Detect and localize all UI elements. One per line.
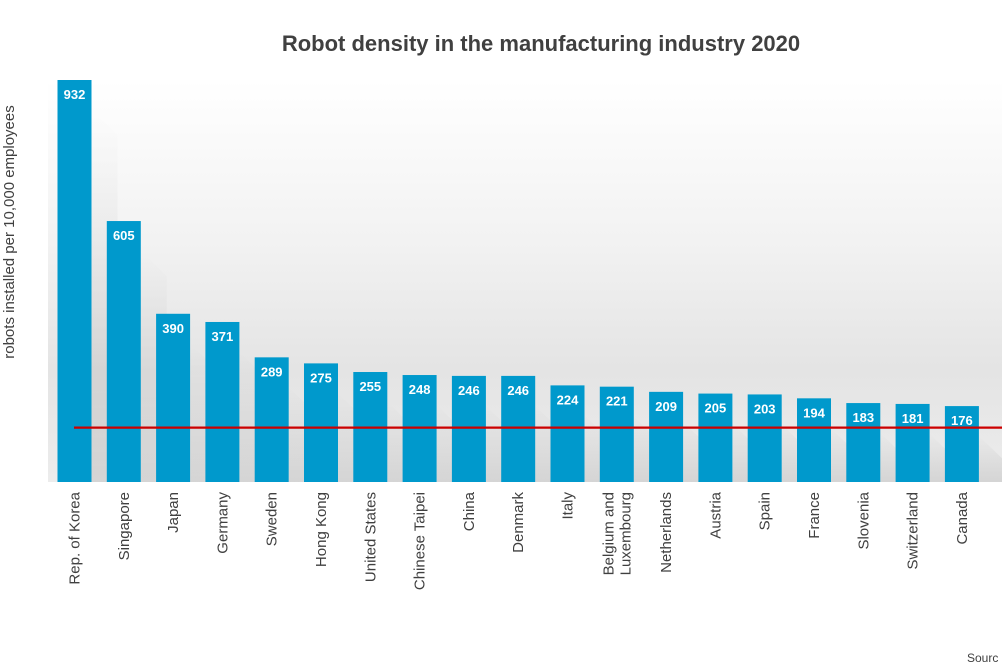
bar bbox=[846, 403, 881, 482]
bar bbox=[895, 403, 930, 482]
bar-value-label: 248 bbox=[409, 382, 431, 397]
bar-value-label: 246 bbox=[458, 383, 480, 398]
category-label: Hong Kong bbox=[313, 492, 330, 567]
bar bbox=[501, 375, 536, 482]
bar-value-label: 371 bbox=[212, 329, 234, 344]
category-label: Italy bbox=[560, 492, 577, 520]
category-label: Japan bbox=[165, 492, 182, 533]
y-axis-label: robots installed per 10,000 employees bbox=[1, 105, 18, 359]
bar-value-label: 194 bbox=[803, 405, 825, 420]
bar bbox=[205, 321, 240, 482]
bar-value-label: 255 bbox=[359, 379, 381, 394]
bar bbox=[106, 221, 141, 483]
bar-value-label: 209 bbox=[655, 399, 677, 414]
category-label: Spain bbox=[757, 492, 774, 530]
category-label: Sweden bbox=[264, 492, 281, 546]
category-label: Rep. of Korea bbox=[67, 491, 84, 584]
bar bbox=[698, 393, 733, 482]
category-label: Slovenia bbox=[855, 491, 872, 549]
category-label: Belgium andLuxembourg bbox=[600, 492, 634, 575]
bar-value-label: 205 bbox=[705, 401, 727, 416]
category-label: Canada bbox=[954, 491, 971, 544]
bar bbox=[550, 385, 585, 482]
bar bbox=[797, 398, 831, 482]
bar-value-label: 275 bbox=[310, 370, 332, 385]
bar-value-label: 203 bbox=[754, 401, 776, 416]
bar bbox=[599, 386, 634, 482]
category-label: Austria bbox=[707, 491, 724, 538]
bar-value-label: 246 bbox=[507, 383, 529, 398]
bar bbox=[747, 394, 782, 482]
bar bbox=[156, 313, 191, 482]
category-label: Switzerland bbox=[905, 492, 922, 570]
category-label: Singapore bbox=[116, 492, 133, 560]
bar-value-label: 181 bbox=[902, 411, 924, 426]
bar-value-label: 390 bbox=[162, 321, 184, 336]
bar-value-label: 176 bbox=[951, 413, 973, 428]
bar-shadow bbox=[978, 436, 1002, 482]
category-labels-group: Rep. of Korea Singapore Japan Germany Sweden… bbox=[67, 491, 971, 590]
bar bbox=[649, 391, 684, 482]
bar-value-label: 183 bbox=[852, 410, 874, 425]
bars-group bbox=[57, 80, 979, 483]
source-note: Sourc bbox=[967, 651, 998, 665]
category-label: United States bbox=[362, 492, 379, 582]
bar-value-label: 224 bbox=[557, 392, 579, 407]
value-labels-group: 932 605 390 371 289 275 255 248 246 246 224 221 209 2… bbox=[64, 87, 973, 428]
category-label: Germany bbox=[214, 492, 231, 554]
category-label: France bbox=[806, 492, 823, 539]
category-label: Netherlands bbox=[658, 492, 675, 573]
bar-value-label: 221 bbox=[606, 394, 628, 409]
bar bbox=[944, 406, 979, 482]
bar bbox=[451, 375, 486, 482]
bar-value-label: 289 bbox=[261, 364, 283, 379]
category-label: Chinese Taipei bbox=[412, 492, 429, 590]
bar bbox=[254, 357, 289, 482]
bar bbox=[304, 363, 338, 482]
category-label: Denmark bbox=[510, 492, 527, 553]
bar bbox=[57, 80, 92, 482]
bar-value-label: 932 bbox=[64, 87, 86, 102]
chart-title: Robot density in the manufacturing indus… bbox=[282, 31, 800, 56]
category-label: China bbox=[461, 491, 478, 531]
bar-value-label: 605 bbox=[113, 228, 135, 243]
